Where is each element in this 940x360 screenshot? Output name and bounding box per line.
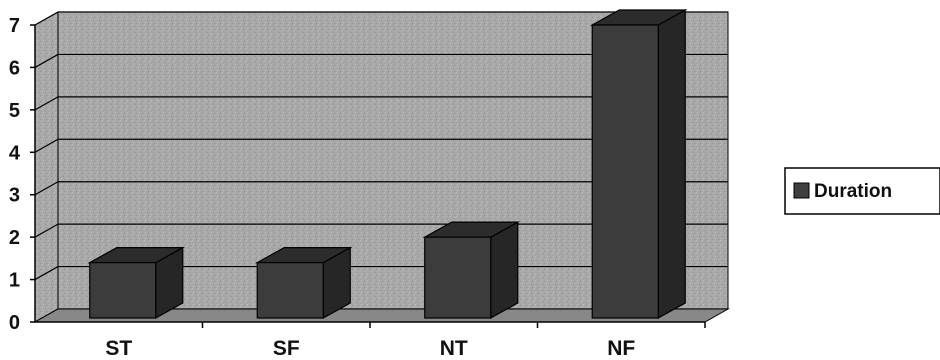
legend-swatch-duration	[793, 182, 810, 199]
bar-sf	[254, 246, 353, 320]
gridline-side	[34, 96, 59, 111]
axes	[30, 24, 706, 328]
side-wall	[34, 11, 59, 323]
bars	[87, 8, 688, 320]
x-tick-label: SF	[273, 337, 300, 360]
gridline-side	[34, 53, 59, 68]
y-tick-label: 6	[9, 57, 20, 79]
legend-label-duration: Duration	[814, 181, 892, 202]
y-tick-label: 3	[9, 185, 20, 207]
gridline-side	[34, 138, 59, 153]
bar-front	[424, 236, 492, 319]
gridline-side	[34, 266, 59, 281]
x-axis-tick-labels: ST SF NT NF	[105, 337, 635, 360]
gridline-side	[34, 181, 59, 196]
x-tick-label: NT	[440, 337, 468, 360]
bar-side	[490, 221, 519, 320]
y-tick-label: 0	[9, 312, 20, 334]
bar-front	[89, 262, 157, 319]
gridline-side	[34, 11, 59, 26]
y-tick-label: 7	[9, 15, 20, 37]
y-tick-label: 1	[9, 270, 20, 292]
y-tick-label: 2	[9, 227, 20, 249]
y-tick-label: 4	[9, 142, 21, 164]
bar-st	[87, 246, 186, 320]
x-tick-label: NF	[607, 337, 635, 360]
bar-front	[256, 262, 324, 319]
bar-front	[591, 24, 659, 319]
legend: Duration	[784, 167, 940, 215]
bar-side	[657, 8, 686, 320]
y-axis-tick-labels: 0 1 2 3 4 5 6 7	[9, 15, 21, 334]
legend-box	[784, 167, 940, 215]
bar-nt	[422, 221, 521, 320]
y-tick-label: 5	[9, 100, 20, 122]
x-tick-label: ST	[105, 337, 132, 360]
gridline-side	[34, 223, 59, 238]
bar-nf	[589, 8, 688, 320]
